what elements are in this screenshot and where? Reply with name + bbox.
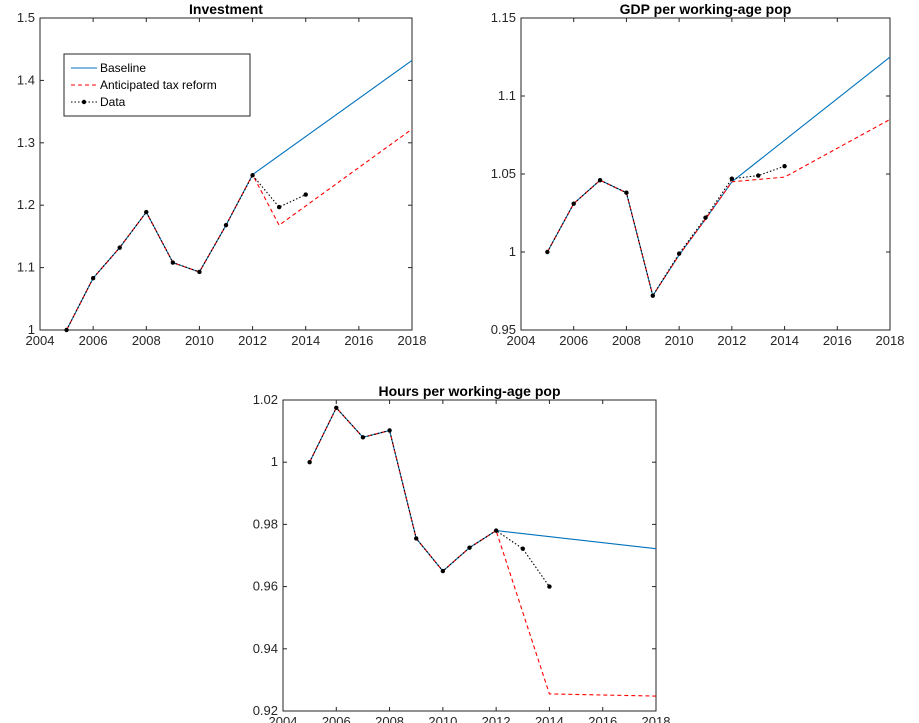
data-point: [440, 568, 446, 574]
y-tick-label: 0.92: [253, 703, 278, 718]
series-line-anticipated-tax-reform: [546, 118, 891, 298]
data-point: [676, 251, 682, 256]
y-tick-label: 1.4: [17, 72, 35, 87]
y-tick-label: 1.2: [17, 197, 35, 212]
data-point: [223, 222, 229, 228]
chart-title: GDP per working-age pop: [620, 1, 792, 17]
data-point: [414, 536, 419, 541]
y-tick-label: 1: [509, 244, 516, 259]
data-point: [303, 192, 308, 197]
data-point: [144, 209, 149, 215]
y-tick-label: 1.3: [17, 135, 35, 150]
x-tick-label: 2004: [26, 333, 55, 348]
y-tick-label: 1: [28, 322, 35, 337]
x-tick-label: 2006: [79, 333, 108, 348]
data-point: [650, 293, 655, 298]
x-tick-label: 2018: [642, 714, 671, 723]
y-tick-label: 1.02: [253, 392, 278, 407]
series-line-data: [309, 406, 550, 587]
x-tick-label: 2010: [428, 714, 457, 723]
chart-panel-2: GDP per working-age pop 2004 2006 2008 2010 2…: [491, 1, 905, 348]
y-tick-label: 0.96: [253, 579, 278, 594]
legend-entry: Anticipated tax reform: [100, 78, 217, 92]
data-point: [117, 245, 122, 250]
x-tick-label: 2004: [507, 333, 536, 348]
y-tick-label: 1.05: [491, 166, 516, 181]
data-point: [597, 178, 603, 183]
data-point: [197, 269, 202, 275]
x-tick-label: 2014: [770, 333, 799, 348]
data-point: [703, 215, 708, 220]
x-tick-label: 2012: [717, 333, 746, 348]
legend: Baseline Anticipated tax reform Data: [63, 53, 251, 117]
y-tick-label: 1.1: [17, 260, 35, 275]
y-tick-label: 0.95: [491, 322, 516, 337]
y-tick-label: 1.5: [17, 10, 35, 25]
x-tick-label: 2012: [238, 333, 267, 348]
data-point: [520, 546, 525, 551]
plot-area: [282, 399, 657, 712]
x-tick-label: 2012: [482, 714, 511, 723]
data-point: [170, 260, 176, 265]
data-point: [545, 249, 550, 255]
legend-entry: Data: [100, 95, 126, 109]
x-tick-label: 2010: [185, 333, 214, 348]
data-point: [64, 327, 69, 333]
y-tick-label: 0.98: [253, 516, 278, 531]
chart-panel-3: Hours per working-age pop 2004 2006 2008 201…: [253, 383, 671, 723]
data-point: [360, 435, 366, 440]
x-tick-label: 2006: [559, 333, 588, 348]
y-tick-label: 1.15: [491, 10, 516, 25]
chart-panel-1: Investment 2004 2006 2008 2010 2012 2014 2016 20…: [17, 1, 427, 348]
x-tick-label: 2010: [665, 333, 694, 348]
data-point: [547, 584, 552, 589]
data-point: [387, 428, 392, 433]
data-point: [250, 173, 255, 178]
data-point: [276, 204, 282, 210]
legend-entry: Baseline: [100, 61, 146, 75]
chart-title: Investment: [189, 1, 263, 17]
data-point: [307, 460, 312, 465]
plot-area: [520, 17, 891, 331]
x-tick-label: 2004: [269, 714, 298, 723]
y-tick-label: 0.94: [253, 641, 278, 656]
data-point: [493, 528, 499, 533]
x-tick-label: 2008: [132, 333, 161, 348]
legend-marker: [81, 99, 87, 105]
data-point: [756, 173, 761, 178]
chart-title: Hours per working-age pop: [378, 383, 560, 399]
data-point: [467, 545, 472, 550]
x-tick-label: 2014: [291, 333, 320, 348]
data-point: [729, 176, 735, 181]
data-point: [90, 276, 96, 281]
data-point: [624, 190, 629, 195]
x-tick-label: 2016: [823, 333, 852, 348]
x-tick-label: 2008: [612, 333, 641, 348]
x-tick-label: 2008: [375, 714, 404, 723]
x-tick-label: 2018: [876, 333, 905, 348]
y-tick-label: 1: [271, 454, 278, 469]
x-tick-label: 2006: [322, 714, 351, 723]
data-point: [782, 164, 787, 169]
series-line-data: [66, 174, 306, 331]
data-point: [571, 201, 576, 206]
x-tick-label: 2014: [535, 714, 564, 723]
data-point: [334, 405, 339, 410]
x-tick-label: 2018: [398, 333, 427, 348]
x-tick-label: 2016: [588, 714, 617, 723]
x-tick-label: 2016: [344, 333, 373, 348]
y-tick-label: 1.1: [498, 88, 516, 103]
